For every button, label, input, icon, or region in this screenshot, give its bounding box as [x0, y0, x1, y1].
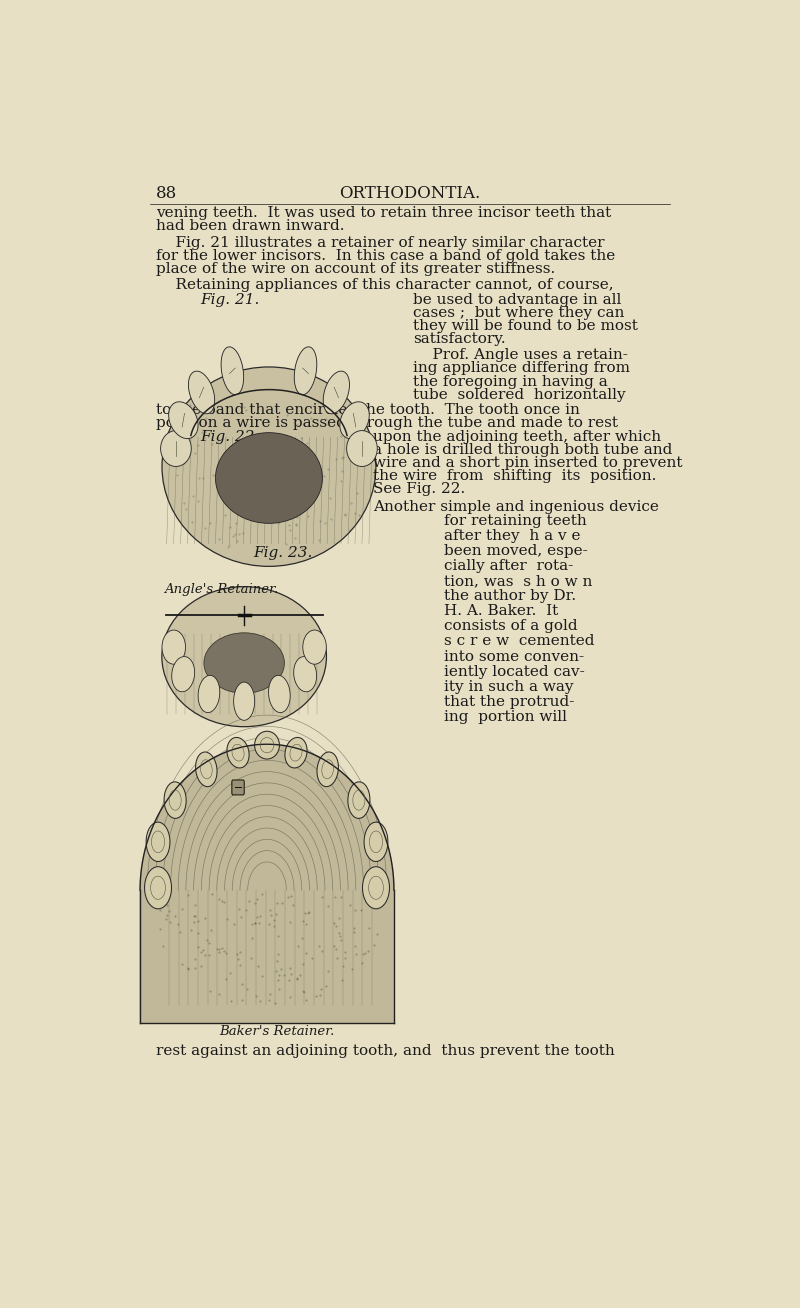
- Ellipse shape: [189, 371, 214, 413]
- Ellipse shape: [227, 738, 249, 768]
- Ellipse shape: [294, 347, 317, 395]
- Text: Angle's Retainer.: Angle's Retainer.: [164, 583, 278, 596]
- Text: the author by Dr.: the author by Dr.: [444, 589, 576, 603]
- Ellipse shape: [204, 633, 284, 693]
- Ellipse shape: [162, 630, 186, 664]
- Text: after they  h a v e: after they h a v e: [444, 528, 581, 543]
- Text: wire and a short pin inserted to prevent: wire and a short pin inserted to prevent: [373, 456, 682, 470]
- Text: Fig. 23.: Fig. 23.: [254, 545, 313, 560]
- Text: position a wire is passed through the tube and made to rest: position a wire is passed through the tu…: [156, 416, 618, 430]
- Ellipse shape: [195, 752, 217, 786]
- Ellipse shape: [254, 731, 279, 759]
- Text: upon the adjoining teeth, after which: upon the adjoining teeth, after which: [373, 430, 661, 443]
- Ellipse shape: [362, 867, 390, 909]
- Ellipse shape: [348, 782, 370, 819]
- Text: See Fig. 22.: See Fig. 22.: [373, 483, 465, 496]
- Ellipse shape: [285, 738, 307, 768]
- Text: iently located cav-: iently located cav-: [444, 664, 585, 679]
- Text: place of the wire on account of its greater stiffness.: place of the wire on account of its grea…: [156, 262, 555, 276]
- Text: be used to advantage in all: be used to advantage in all: [413, 293, 622, 307]
- Ellipse shape: [340, 402, 370, 438]
- Ellipse shape: [234, 683, 254, 721]
- Ellipse shape: [146, 823, 170, 862]
- Text: that the protrud-: that the protrud-: [444, 695, 574, 709]
- Text: the wire  from  shifting  its  position.: the wire from shifting its position.: [373, 470, 656, 483]
- Text: Fig. 22.: Fig. 22.: [201, 430, 260, 443]
- Text: cially after  rota-: cially after rota-: [444, 559, 574, 573]
- Ellipse shape: [198, 675, 220, 713]
- Text: the foregoing in having a: the foregoing in having a: [413, 374, 608, 388]
- FancyBboxPatch shape: [232, 780, 244, 795]
- Ellipse shape: [269, 675, 290, 713]
- Text: to the band that encircles the tooth.  The tooth once in: to the band that encircles the tooth. Th…: [156, 403, 580, 417]
- Ellipse shape: [303, 630, 326, 664]
- Text: s c r e w  cemented: s c r e w cemented: [444, 634, 594, 649]
- Polygon shape: [140, 744, 394, 1023]
- Text: Retaining appliances of this character cannot, of course,: Retaining appliances of this character c…: [156, 277, 614, 292]
- Text: ity in such a way: ity in such a way: [444, 680, 574, 693]
- Ellipse shape: [364, 823, 388, 862]
- Text: for the lower incisors.  In this case a band of gold takes the: for the lower incisors. In this case a b…: [156, 249, 615, 263]
- Ellipse shape: [346, 430, 378, 467]
- Ellipse shape: [161, 430, 191, 467]
- Ellipse shape: [323, 371, 350, 413]
- Ellipse shape: [162, 368, 376, 566]
- Ellipse shape: [221, 347, 244, 395]
- Ellipse shape: [145, 867, 171, 909]
- Text: Fig. 21 illustrates a retainer of nearly similar character: Fig. 21 illustrates a retainer of nearly…: [156, 235, 604, 250]
- Ellipse shape: [164, 782, 186, 819]
- Text: Another simple and ingenious device: Another simple and ingenious device: [373, 501, 658, 514]
- Text: 88: 88: [156, 186, 177, 203]
- Text: for retaining teeth: for retaining teeth: [444, 514, 587, 527]
- Text: ORTHODONTIA.: ORTHODONTIA.: [339, 186, 481, 203]
- Text: into some conven-: into some conven-: [444, 650, 584, 663]
- Text: consists of a gold: consists of a gold: [444, 619, 578, 633]
- Text: cases ;  but where they can: cases ; but where they can: [413, 306, 625, 320]
- Text: Prof. Angle uses a retain-: Prof. Angle uses a retain-: [413, 348, 628, 362]
- Text: a hole is drilled through both tube and: a hole is drilled through both tube and: [373, 443, 672, 456]
- Text: H. A. Baker.  It: H. A. Baker. It: [444, 604, 558, 619]
- Ellipse shape: [172, 657, 194, 692]
- Ellipse shape: [169, 402, 198, 438]
- Text: had been drawn inward.: had been drawn inward.: [156, 220, 344, 234]
- Ellipse shape: [294, 657, 317, 692]
- Text: satisfactory.: satisfactory.: [413, 332, 506, 347]
- Text: tube  soldered  horizontally: tube soldered horizontally: [413, 387, 626, 402]
- Text: been moved, espe-: been moved, espe-: [444, 544, 588, 557]
- Text: tion, was  s h o w n: tion, was s h o w n: [444, 574, 593, 589]
- Text: Fig. 21.: Fig. 21.: [201, 293, 260, 307]
- Text: they will be found to be most: they will be found to be most: [413, 319, 638, 334]
- Text: ing  portion will: ing portion will: [444, 710, 567, 723]
- Text: ing appliance differing from: ing appliance differing from: [413, 361, 630, 375]
- Ellipse shape: [215, 433, 322, 523]
- Text: rest against an adjoining tooth, and  thus prevent the tooth: rest against an adjoining tooth, and thu…: [156, 1044, 614, 1058]
- Text: vening teeth.  It was used to retain three incisor teeth that: vening teeth. It was used to retain thre…: [156, 207, 611, 220]
- Ellipse shape: [162, 587, 326, 727]
- Text: Baker's Retainer.: Baker's Retainer.: [219, 1025, 334, 1039]
- Ellipse shape: [317, 752, 338, 786]
